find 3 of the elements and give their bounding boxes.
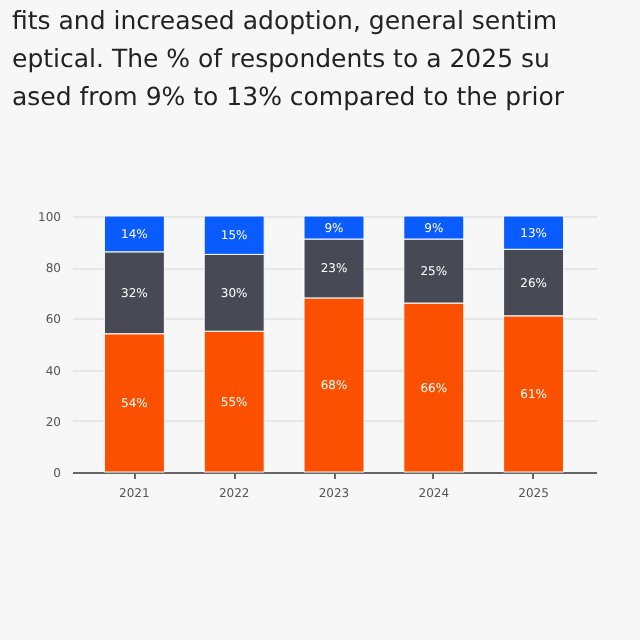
text: eptical. The % of respondents to a 2025 su — [12, 43, 550, 73]
text: ased from 9% to 13% compared to the prior — [12, 81, 566, 111]
text: fits and increased adoption, general sentim — [12, 5, 558, 35]
